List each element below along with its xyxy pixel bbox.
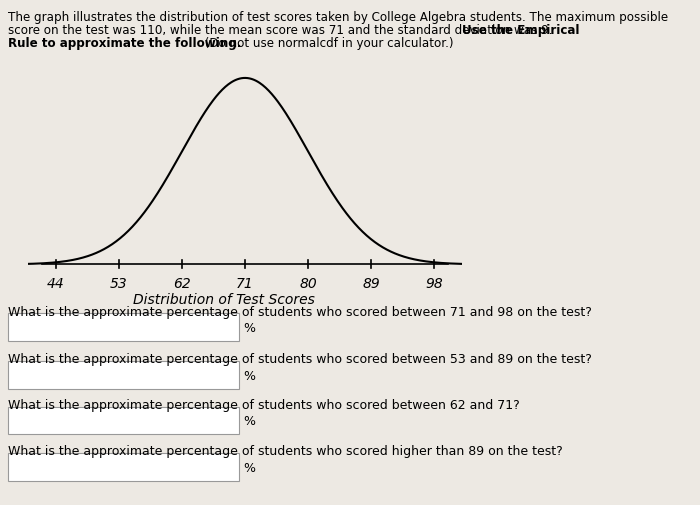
Text: Rule to approximate the following.: Rule to approximate the following. [8,37,241,50]
FancyBboxPatch shape [8,407,239,434]
Text: 53: 53 [110,277,128,291]
FancyBboxPatch shape [8,453,239,481]
Text: %: % [243,415,255,428]
Text: What is the approximate percentage of students who scored between 71 and 98 on t: What is the approximate percentage of st… [8,306,592,319]
Text: What is the approximate percentage of students who scored higher than 89 on the : What is the approximate percentage of st… [8,445,563,459]
Text: Use the Empirical: Use the Empirical [462,24,580,37]
Text: Distribution of Test Scores: Distribution of Test Scores [133,293,315,307]
Text: %: % [243,322,255,335]
Text: 44: 44 [47,277,65,291]
Text: 98: 98 [425,277,443,291]
Text: (Do not use normalcdf in your calculator.): (Do not use normalcdf in your calculator… [201,37,454,50]
Text: What is the approximate percentage of students who scored between 62 and 71?: What is the approximate percentage of st… [8,399,520,412]
FancyBboxPatch shape [8,313,239,341]
Text: 80: 80 [299,277,317,291]
Text: %: % [243,370,255,383]
Text: The graph illustrates the distribution of test scores taken by College Algebra s: The graph illustrates the distribution o… [8,11,668,24]
Text: 89: 89 [362,277,380,291]
Text: What is the approximate percentage of students who scored between 53 and 89 on t: What is the approximate percentage of st… [8,354,592,367]
Text: score on the test was 110, while the mean score was 71 and the standard deviatio: score on the test was 110, while the mea… [8,24,556,37]
FancyBboxPatch shape [8,361,239,389]
Text: 71: 71 [236,277,254,291]
Text: 62: 62 [173,277,191,291]
Text: %: % [243,462,255,475]
